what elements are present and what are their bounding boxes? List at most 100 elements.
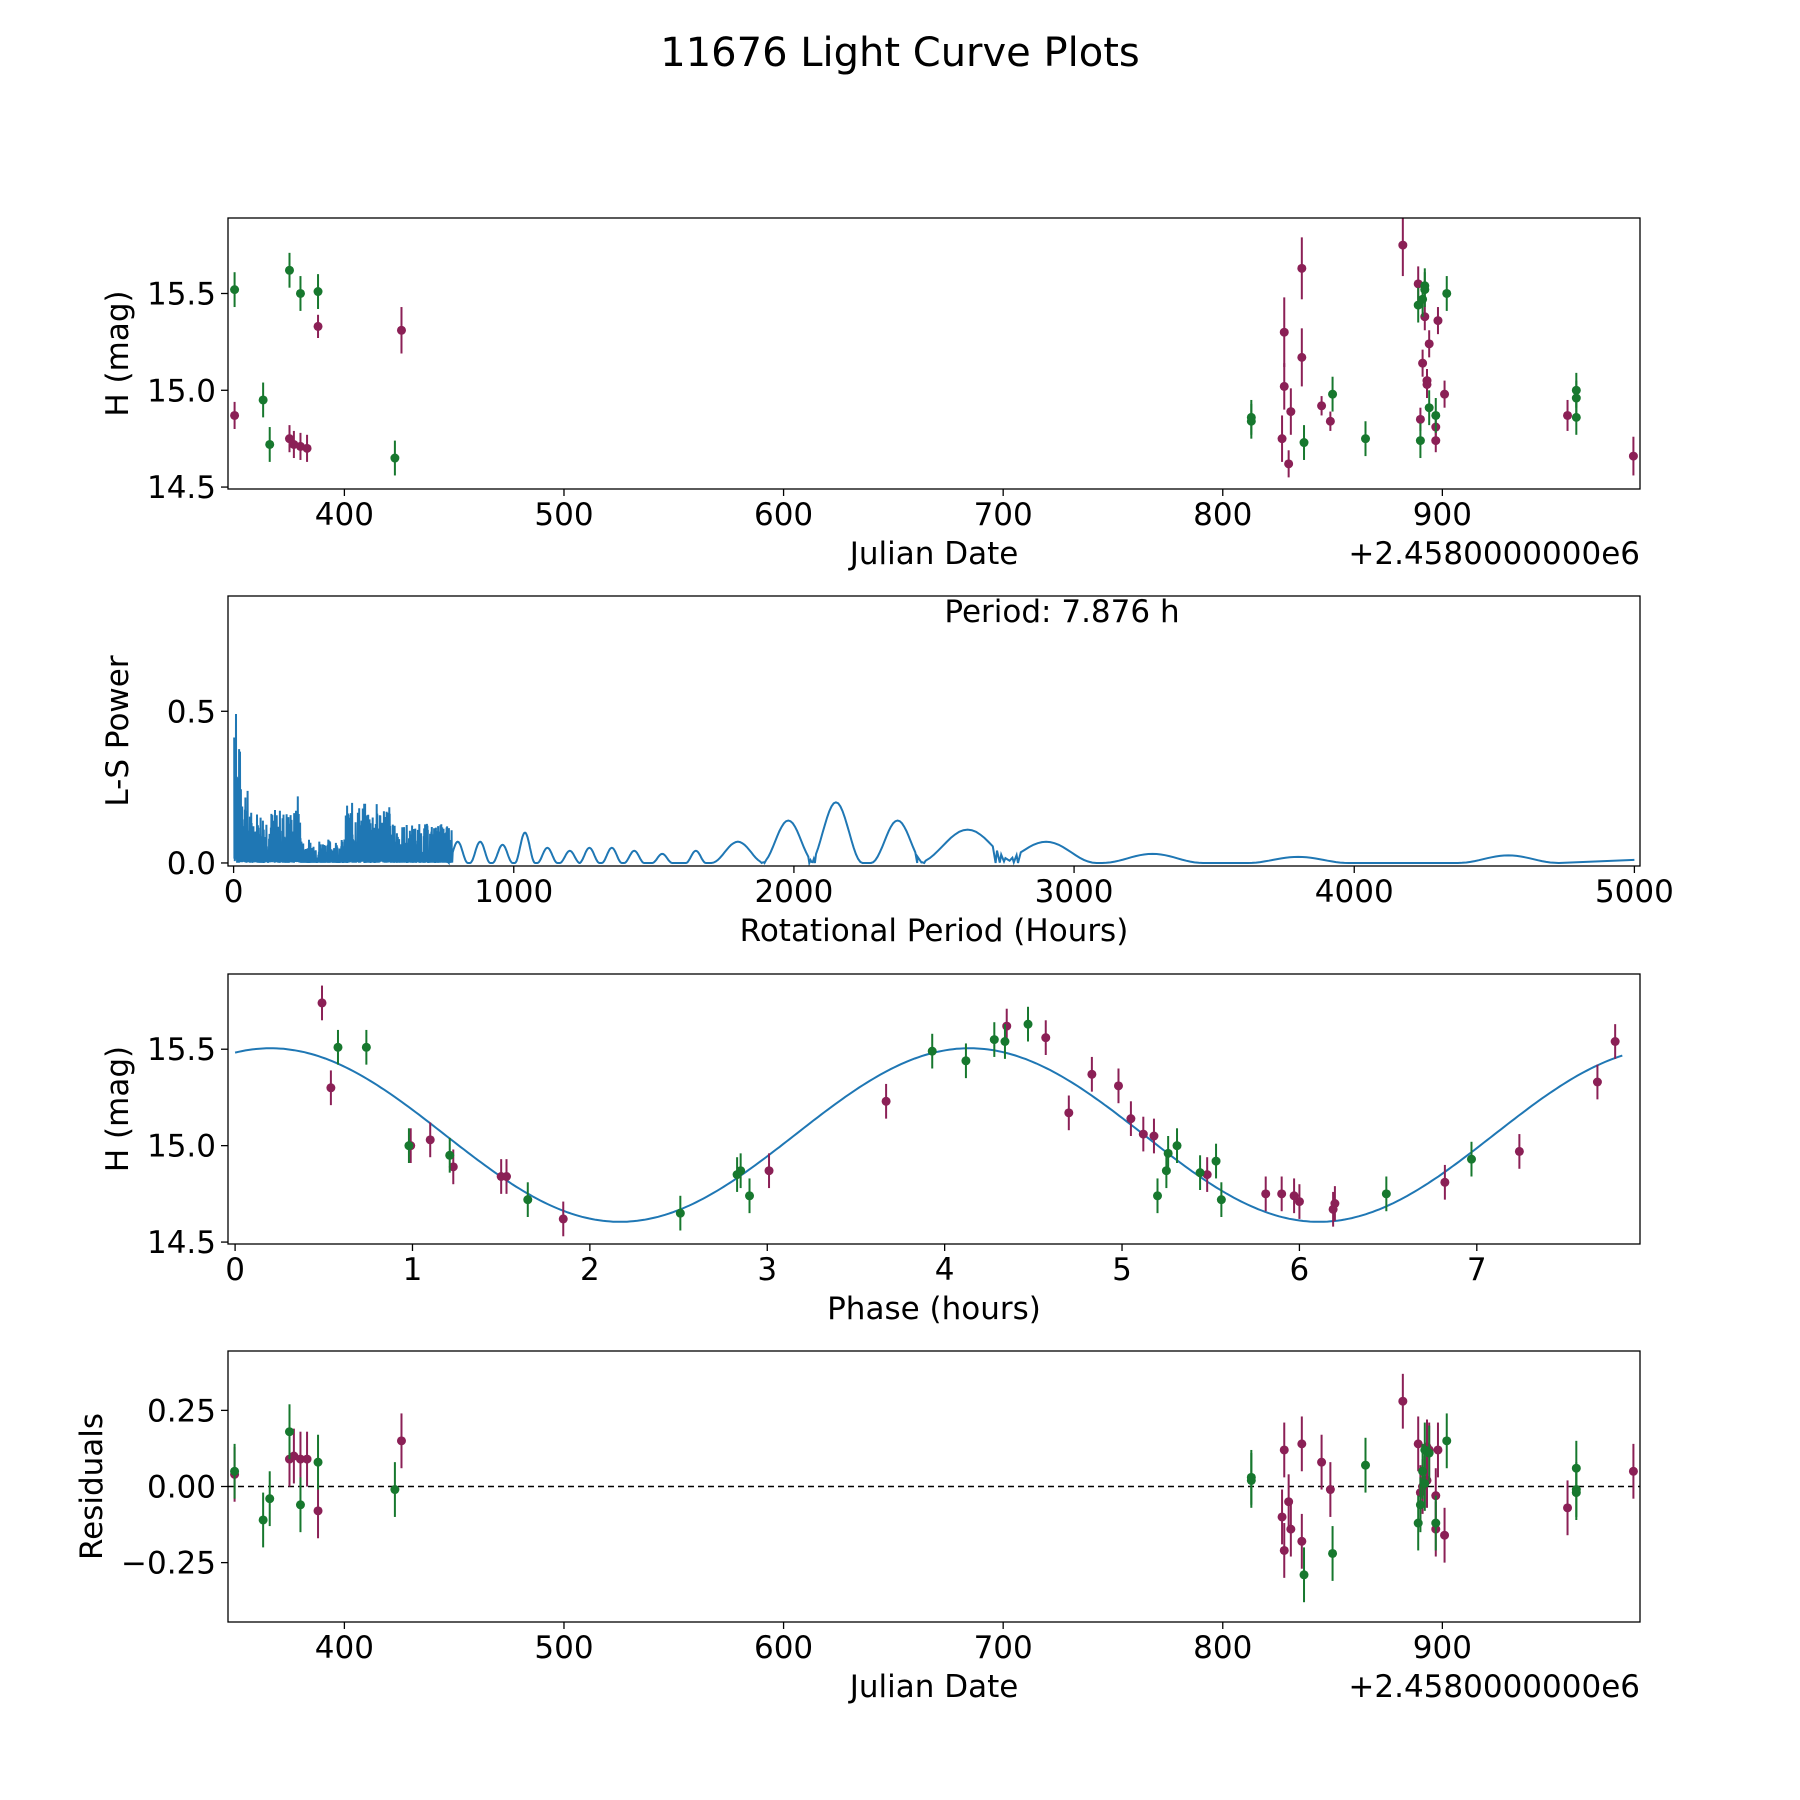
data-point-green [1361,1460,1371,1470]
x-tick-label: 1 [403,1252,423,1288]
x-tick-label: 500 [534,1630,593,1666]
x-tick-label: 4 [935,1252,955,1288]
data-point-green [1571,385,1581,395]
data-point-magenta [1279,327,1289,337]
data-point-green [1000,1037,1010,1046]
data-point-magenta [1126,1114,1136,1124]
data-point-green [295,1500,305,1510]
data-point-magenta [396,325,406,335]
data-point-magenta [1418,358,1428,368]
data-point-green [1442,1436,1452,1446]
period-annotation: Period: 7.876 h [944,594,1179,630]
data-point-magenta [1628,451,1638,461]
data-point-green [390,453,400,463]
data-point-green [445,1150,455,1160]
data-point-green [736,1166,746,1176]
data-point-magenta [558,1214,568,1224]
data-point-magenta [1289,1191,1299,1201]
data-point-green [258,1515,268,1525]
data-point-magenta [1279,1545,1289,1555]
x-axis-label: Phase (hours) [827,1291,1041,1327]
data-point-magenta [1440,1530,1450,1540]
data-point-magenta [230,410,240,420]
data-point-magenta [302,443,312,453]
y-axis-label: H (mag) [100,290,136,416]
panel-light-curve: 400 500 600 700 800 900 14.5 15.0 15.5 Julian Dat… [100,217,1641,572]
data-point-magenta [1277,1512,1287,1522]
data-point-magenta [396,1436,406,1446]
data-point-magenta [1317,1457,1327,1467]
x-tick-label: 400 [315,497,374,533]
y-axis-label: L-S Power [100,655,136,806]
data-point-green [1442,288,1452,298]
data-point-magenta [1325,1485,1335,1495]
x-tick-label: 3 [757,1252,777,1288]
data-point-magenta [1138,1129,1148,1139]
data-point-green [284,265,294,275]
data-point-green [390,1485,400,1495]
panel-residuals: 400 500 600 700 800 900 −0.25 0.00 0.25 Julian Da… [74,1350,1641,1705]
x-tick-label: 5 [1112,1252,1132,1288]
data-point-magenta [326,1083,336,1093]
x-tick-label: 1000 [474,874,553,910]
data-point-magenta [1431,436,1441,446]
x-tick-label: 0 [224,874,244,910]
x-offset-text: +2.4580000000e6 [1348,1669,1640,1705]
data-point-magenta [1433,316,1443,326]
data-point-magenta [1279,381,1289,391]
data-point-magenta [1440,389,1450,399]
data-point-green [1415,1500,1425,1510]
data-point-green [523,1195,533,1205]
data-point-green [1431,1518,1441,1528]
data-point-green [1420,285,1430,295]
x-tick-label: 400 [315,1630,374,1666]
periodogram-line [233,713,1635,866]
data-point-magenta [1294,1197,1304,1207]
data-point-magenta [1286,407,1296,417]
x-tick-label: 700 [974,1630,1033,1666]
data-point-green [265,439,275,449]
data-point-green [404,1141,414,1151]
data-point-green [1246,1475,1256,1485]
data-point-magenta [1628,1466,1638,1476]
data-point-magenta [501,1172,511,1181]
data-point-green [989,1035,999,1045]
x-offset-text: +2.4580000000e6 [1348,536,1640,572]
y-tick-label: 15.5 [147,276,216,312]
data-point-magenta [1277,434,1287,444]
y-tick-label: 0.00 [147,1470,216,1506]
panel-periodogram: 0 1000 2000 3000 4000 5000 0.0 0.5 Rotational Pe… [100,594,1674,949]
x-tick-label: 700 [974,497,1033,533]
data-point-magenta [1284,459,1294,469]
data-point-green [1299,1570,1309,1580]
y-tick-label: 14.5 [147,1225,216,1261]
x-tick-label: 800 [1193,1630,1252,1666]
data-point-green [1023,1019,1033,1029]
data-point-magenta [1398,240,1408,250]
data-point-magenta [1297,352,1307,362]
data-point-green [295,288,305,298]
data-point-magenta [1422,379,1432,389]
data-point-green [361,1042,371,1052]
y-tick-label: 14.5 [147,470,216,506]
data-point-green [284,1427,294,1437]
data-point-green [230,285,240,295]
data-point-magenta [1202,1170,1212,1180]
data-point-green [230,1466,240,1476]
x-tick-label: 3000 [1035,874,1114,910]
data-point-magenta [302,1454,312,1464]
x-tick-label: 600 [754,497,813,533]
data-point-magenta [1330,1199,1340,1208]
x-axis-label: Rotational Period (Hours) [740,913,1129,949]
y-tick-label: 15.5 [147,1032,216,1068]
data-point-magenta [1297,1536,1307,1546]
data-point-magenta [1297,263,1307,273]
data-point-magenta [1325,416,1335,426]
data-point-magenta [1113,1081,1123,1091]
data-point-green [1216,1195,1226,1205]
model-fit-curve [234,1047,1623,1223]
data-point-green [745,1191,755,1201]
data-point-magenta [1415,414,1425,424]
